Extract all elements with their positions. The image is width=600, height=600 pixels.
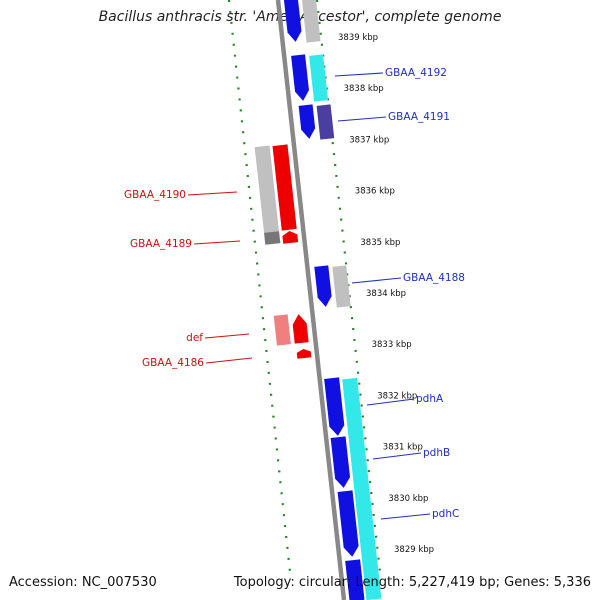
gene-label: GBAA_4190 xyxy=(124,189,186,201)
cds-block xyxy=(283,0,302,42)
label-leader-line xyxy=(372,452,422,460)
cds-block xyxy=(296,349,312,359)
ruler-label: 3832 kbp xyxy=(377,391,417,401)
cds-block xyxy=(337,490,359,557)
gene-block xyxy=(301,0,321,43)
ruler-label: 3831 kbp xyxy=(383,443,423,453)
cds-block xyxy=(282,231,299,244)
ruler-label: 3833 kbp xyxy=(372,340,412,350)
label-leader-line xyxy=(204,333,250,339)
backbone xyxy=(275,0,347,600)
label-leader-line xyxy=(351,277,402,284)
label-leader-line xyxy=(366,398,415,406)
label-leader-line xyxy=(205,357,253,364)
ruler-label: 3838 kbp xyxy=(344,84,384,94)
cds-block xyxy=(345,559,365,600)
gene-label: pdhC xyxy=(432,508,459,520)
rna-block xyxy=(264,231,281,245)
gene-block xyxy=(342,377,382,600)
accession-text: Accession: NC_007530 xyxy=(9,575,157,590)
feature-track xyxy=(254,0,382,600)
ruler-label: 3830 kbp xyxy=(388,494,428,504)
label-leader-line xyxy=(187,191,238,196)
cds-block xyxy=(291,54,309,101)
gene-label: GBAA_4189 xyxy=(130,238,192,250)
cds-block xyxy=(324,377,345,436)
backbone-line xyxy=(275,0,347,600)
ruler-label: 3829 kbp xyxy=(394,545,434,555)
gene-block xyxy=(273,314,291,346)
gene-label: pdhB xyxy=(423,447,450,459)
ruler-label: 3836 kbp xyxy=(355,187,395,197)
cds-block xyxy=(314,265,332,307)
cds-block xyxy=(330,436,351,488)
gene-label: pdhA xyxy=(416,393,444,405)
map-title: Bacillus anthracis str. 'Ames Ancestor',… xyxy=(98,9,502,25)
guide-line-inner xyxy=(227,0,292,573)
label-leader-line xyxy=(334,72,384,77)
gene-label: GBAA_4192 xyxy=(385,67,447,79)
gene-labels: GBAA_4192 GBAA_4191 GBAA_4190 GBAA_4189 GBAA… xyxy=(124,67,465,520)
cds-block xyxy=(298,104,316,139)
gene-block xyxy=(309,54,329,102)
ruler-label: 3834 kbp xyxy=(366,289,406,299)
cds-block xyxy=(292,314,309,344)
label-leader-line xyxy=(193,240,241,245)
label-leader-line xyxy=(380,513,431,520)
gene-label: def xyxy=(186,332,203,344)
gene-label: GBAA_4186 xyxy=(142,357,204,369)
cds-block xyxy=(272,144,297,231)
ruler-label: 3839 kbp xyxy=(338,33,378,43)
gene-block xyxy=(254,145,281,245)
ruler-label: 3837 kbp xyxy=(349,135,389,145)
label-leader-line xyxy=(337,116,387,122)
ruler-labels: 3839 kbp 3838 kbp 3837 kbp 3836 kbp 3835 kbp… xyxy=(338,33,434,555)
ruler-label: 3835 kbp xyxy=(360,238,400,248)
gene-block xyxy=(332,265,351,308)
gene-label: GBAA_4191 xyxy=(388,111,450,123)
gene-label: GBAA_4188 xyxy=(403,272,465,284)
cds-block xyxy=(316,104,335,140)
genome-summary: Topology: circular; Length: 5,227,419 bp… xyxy=(233,575,591,590)
